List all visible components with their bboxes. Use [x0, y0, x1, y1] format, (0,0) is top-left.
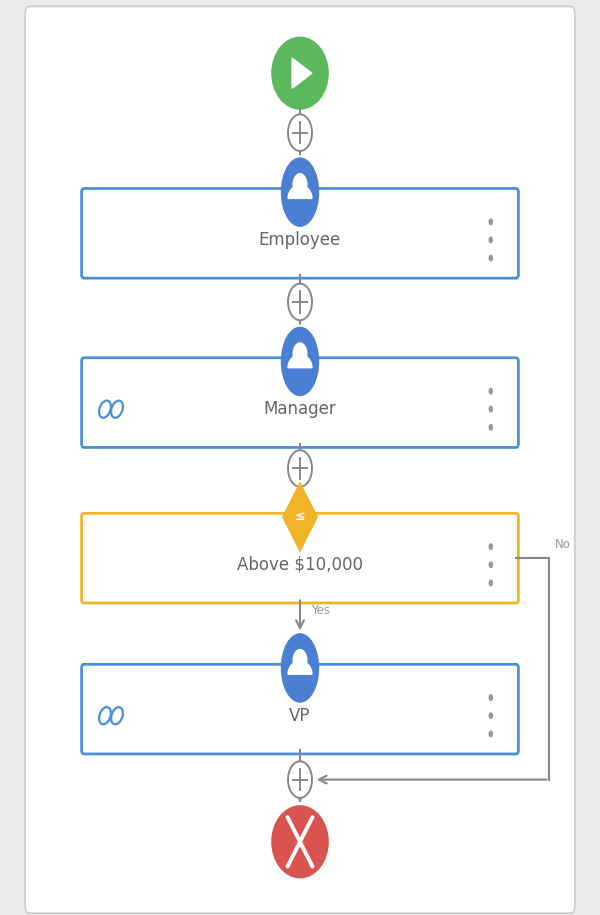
FancyBboxPatch shape	[82, 188, 518, 278]
Circle shape	[292, 342, 308, 365]
Polygon shape	[282, 481, 318, 553]
Text: Manager: Manager	[263, 400, 337, 418]
Ellipse shape	[281, 327, 319, 396]
Ellipse shape	[271, 37, 329, 110]
Text: ≤: ≤	[295, 511, 305, 523]
Ellipse shape	[271, 805, 329, 878]
Circle shape	[488, 712, 493, 719]
FancyBboxPatch shape	[82, 664, 518, 754]
Circle shape	[488, 236, 493, 243]
Circle shape	[288, 761, 312, 798]
Circle shape	[288, 284, 312, 320]
FancyBboxPatch shape	[82, 513, 518, 603]
Circle shape	[488, 694, 493, 701]
Circle shape	[488, 388, 493, 394]
Circle shape	[488, 254, 493, 262]
Polygon shape	[288, 661, 312, 674]
Polygon shape	[288, 354, 312, 368]
Ellipse shape	[281, 633, 319, 703]
Circle shape	[488, 219, 493, 225]
Circle shape	[488, 730, 493, 737]
Circle shape	[292, 649, 308, 672]
Polygon shape	[292, 59, 312, 88]
Text: VP: VP	[289, 706, 311, 725]
Circle shape	[488, 579, 493, 587]
Text: Employee: Employee	[259, 231, 341, 249]
FancyBboxPatch shape	[25, 6, 575, 913]
Text: Yes: Yes	[311, 604, 330, 617]
Circle shape	[288, 450, 312, 487]
FancyBboxPatch shape	[82, 358, 518, 447]
Circle shape	[288, 114, 312, 151]
Ellipse shape	[281, 157, 319, 227]
Polygon shape	[288, 185, 312, 199]
Text: Above $10,000: Above $10,000	[237, 555, 363, 574]
Circle shape	[488, 424, 493, 431]
Circle shape	[488, 561, 493, 568]
Circle shape	[292, 173, 308, 196]
Circle shape	[488, 405, 493, 413]
Circle shape	[488, 544, 493, 550]
Text: No: No	[555, 538, 571, 551]
